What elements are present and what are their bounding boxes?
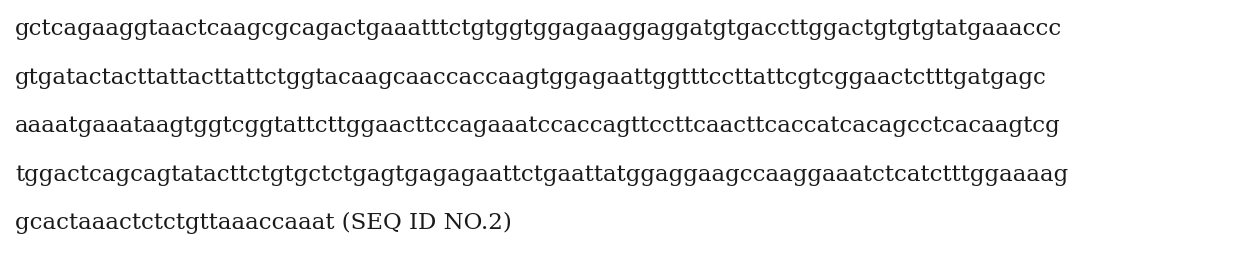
Text: gtgatactacttattacttattctggtacaagcaaccaccaagtggagaattggtttccttattcgtcggaactctttga: gtgatactacttattacttattctggtacaagcaaccacc… [15, 67, 1047, 89]
Text: gcactaaactctctgttaaaccaaat (SEQ ID NO.2): gcactaaactctctgttaaaccaaat (SEQ ID NO.2) [15, 212, 512, 234]
Text: gctcagaaggtaactcaagcgcagactgaaatttctgtggtggagaaggaggatgtgaccttggactgtgtgtatgaaac: gctcagaaggtaactcaagcgcagactgaaatttctgtgg… [15, 18, 1063, 40]
Text: tggactcagcagtatacttctgtgctctgagtgagagaattctgaattatggaggaagccaaggaaatctcatctttgga: tggactcagcagtatacttctgtgctctgagtgagagaat… [15, 164, 1068, 186]
Text: aaaatgaaataagtggtcggtattcttggaacttccagaaatccaccagttccttcaacttcaccatcacagcctcacaa: aaaatgaaataagtggtcggtattcttggaacttccagaa… [15, 115, 1060, 137]
